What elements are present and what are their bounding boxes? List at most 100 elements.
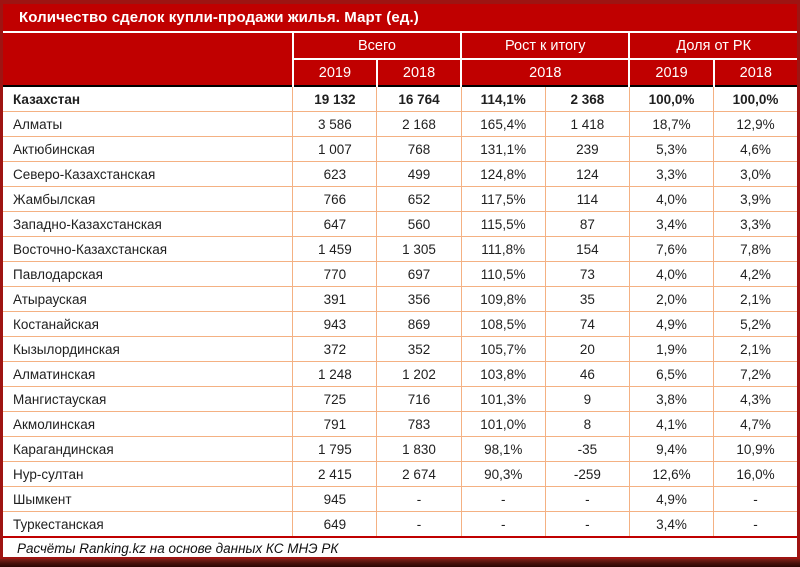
value-cell: 716	[376, 386, 462, 412]
value-cell: 4,0%	[628, 186, 715, 212]
value-cell: 16 764	[376, 85, 462, 112]
value-cell: 770	[292, 261, 378, 287]
region-cell: Акмолинская	[3, 411, 294, 437]
value-cell: -	[460, 511, 546, 538]
value-cell: 1,9%	[628, 336, 715, 362]
table-row: Алматинская 1 248 1 202 103,8% 46 6,5% 7,2%	[3, 361, 797, 387]
value-cell: 1 248	[292, 361, 378, 387]
value-cell: 2,0%	[628, 286, 715, 312]
value-cell: 98,1%	[460, 436, 546, 462]
value-cell: 90,3%	[460, 461, 546, 487]
table-row: Мангистауская 725 716 101,3% 9 3,8% 4,3%	[3, 386, 797, 412]
value-cell: 2 168	[376, 111, 462, 137]
value-cell: 101,0%	[460, 411, 546, 437]
value-cell: -	[544, 511, 630, 538]
value-cell: 114	[544, 186, 630, 212]
value-cell: 697	[376, 261, 462, 287]
table-row: Костанайская 943 869 108,5% 74 4,9% 5,2%	[3, 311, 797, 337]
value-cell: 3,9%	[713, 186, 797, 212]
year-header-total-2019: 2019	[292, 58, 377, 86]
value-cell: 108,5%	[460, 311, 546, 337]
value-cell: 109,8%	[460, 286, 546, 312]
value-cell: 131,1%	[460, 136, 546, 162]
region-cell: Актюбинская	[3, 136, 294, 162]
value-cell: 7,2%	[713, 361, 797, 387]
value-cell: 791	[292, 411, 378, 437]
value-cell: 103,8%	[460, 361, 546, 387]
value-cell: 105,7%	[460, 336, 546, 362]
value-cell: 239	[544, 136, 630, 162]
value-cell: 943	[292, 311, 378, 337]
value-cell: 2 368	[544, 85, 630, 112]
value-cell: 869	[376, 311, 462, 337]
value-cell: 4,0%	[628, 261, 715, 287]
table-body: Казахстан 19 132 16 764 114,1% 2 368 100,0% 10…	[3, 85, 797, 538]
value-cell: -35	[544, 436, 630, 462]
value-cell: 46	[544, 361, 630, 387]
value-cell: 3,3%	[713, 211, 797, 237]
value-cell: 165,4%	[460, 111, 546, 137]
value-cell: 2,1%	[713, 286, 797, 312]
value-cell: -	[376, 486, 462, 512]
table-row: Актюбинская 1 007 768 131,1% 239 5,3% 4,6%	[3, 136, 797, 162]
table-row: Нур-султан 2 415 2 674 90,3% -259 12,6% 16,0%	[3, 461, 797, 487]
table-row: Туркестанская 649- - -3,4% -	[3, 511, 797, 538]
table-header: Всего Рост к итогу Доля от РК 2019 2018 …	[3, 33, 797, 86]
value-cell: 649	[292, 511, 378, 538]
value-cell: 372	[292, 336, 378, 362]
value-cell: 16,0%	[713, 461, 797, 487]
table-row: Жамбылская 766 652 117,5% 114 4,0% 3,9%	[3, 186, 797, 212]
value-cell: 154	[544, 236, 630, 262]
region-cell: Восточно-Казахстанская	[3, 236, 294, 262]
value-cell: 783	[376, 411, 462, 437]
value-cell: 12,9%	[713, 111, 797, 137]
value-cell: 8	[544, 411, 630, 437]
value-cell: 4,3%	[713, 386, 797, 412]
value-cell: 10,9%	[713, 436, 797, 462]
value-cell: 5,3%	[628, 136, 715, 162]
value-cell: 1 795	[292, 436, 378, 462]
value-cell: 110,5%	[460, 261, 546, 287]
value-cell: 4,7%	[713, 411, 797, 437]
value-cell: 18,7%	[628, 111, 715, 137]
table-row: Восточно-Казахстанская 1 459 1 305 111,8% 15…	[3, 236, 797, 262]
value-cell: 1 007	[292, 136, 378, 162]
value-cell: 9	[544, 386, 630, 412]
value-cell: 12,6%	[628, 461, 715, 487]
value-cell: 560	[376, 211, 462, 237]
value-cell: 766	[292, 186, 378, 212]
value-cell: 117,5%	[460, 186, 546, 212]
region-cell: Казахстан	[3, 85, 294, 112]
value-cell: -	[713, 486, 797, 512]
region-cell: Туркестанская	[3, 511, 294, 538]
year-header-share-2018: 2018	[712, 58, 797, 86]
table-row: Шымкент 945- - -4,9% -	[3, 486, 797, 512]
value-cell: 3,4%	[628, 511, 715, 538]
region-cell: Нур-султан	[3, 461, 294, 487]
value-cell: 114,1%	[460, 85, 546, 112]
col-group-total: Всего	[291, 33, 462, 59]
year-header-share-2019: 2019	[628, 58, 714, 86]
value-cell: 20	[544, 336, 630, 362]
value-cell: 3,8%	[628, 386, 715, 412]
col-group-share: Доля от РК	[628, 33, 797, 59]
value-cell: 647	[292, 211, 378, 237]
deals-table: Всего Рост к итогу Доля от РК 2019 2018 …	[3, 33, 797, 557]
value-cell: 725	[292, 386, 378, 412]
region-cell: Костанайская	[3, 311, 294, 337]
value-cell: -	[376, 511, 462, 538]
value-cell: 4,1%	[628, 411, 715, 437]
value-cell: 499	[376, 161, 462, 187]
value-cell: 3,0%	[713, 161, 797, 187]
value-cell: -	[544, 486, 630, 512]
value-cell: 352	[376, 336, 462, 362]
region-cell: Алматинская	[3, 361, 294, 387]
corner-cell	[3, 33, 294, 86]
value-cell: 100,0%	[713, 85, 797, 112]
value-cell: 1 418	[544, 111, 630, 137]
value-cell: 101,3%	[460, 386, 546, 412]
value-cell: 124	[544, 161, 630, 187]
value-cell: 35	[544, 286, 630, 312]
region-cell: Атырауская	[3, 286, 294, 312]
region-cell: Павлодарская	[3, 261, 294, 287]
